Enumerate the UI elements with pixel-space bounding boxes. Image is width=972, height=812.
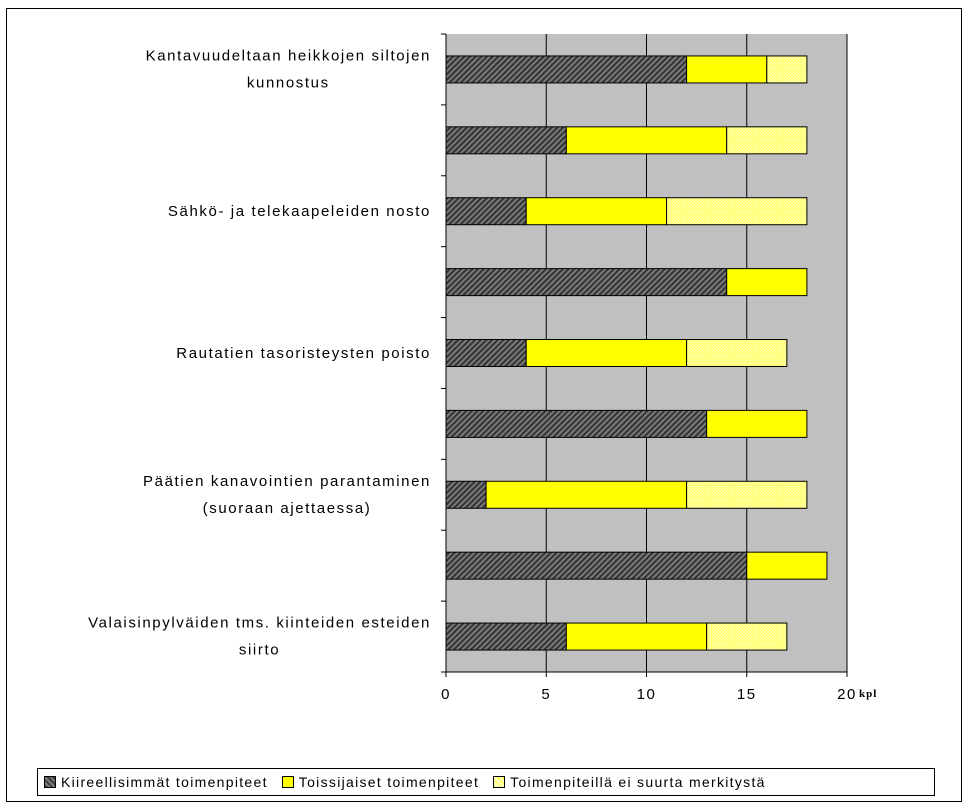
bar-secondary (746, 551, 828, 580)
bar-urgent (445, 126, 567, 155)
bar-minor (666, 197, 808, 226)
x-tick-label: 15 (737, 686, 757, 703)
bar-secondary (525, 339, 688, 367)
legend-swatch-urgent (44, 776, 56, 788)
chart: Kantavuudeltaan heikkojen siltojen kunnos… (88, 33, 877, 703)
legend-item-urgent: Kiireellisimmät toimenpiteet (44, 774, 268, 790)
legend-item-minor: Toimenpiteillä ei suurta merkitystä (493, 774, 766, 790)
bar-urgent (445, 551, 748, 580)
legend-swatch-secondary (281, 776, 294, 788)
chart-frame: Kantavuudeltaan heikkojen siltojen kunnos… (6, 8, 962, 802)
legend-label-minor: Toimenpiteillä ei suurta merkitystä (510, 774, 766, 790)
legend-swatch-minor (493, 776, 506, 788)
bar-minor (726, 126, 808, 155)
category-label: (suoraan ajettaessa) (203, 500, 372, 517)
x-tick-label: 10 (637, 686, 657, 703)
legend-label-secondary: Toissijaiset toimenpiteet (298, 774, 480, 790)
bar-secondary (726, 268, 808, 297)
bar-secondary (686, 55, 768, 84)
bar-minor (706, 622, 788, 651)
bar-urgent (445, 409, 708, 438)
bar-minor (686, 480, 808, 509)
legend-label-urgent: Kiireellisimmät toimenpiteet (61, 774, 268, 790)
bar-secondary (565, 126, 728, 155)
bar-secondary (706, 409, 808, 438)
x-tick-label: 20 (837, 686, 857, 703)
bar-urgent (445, 480, 487, 509)
bar-urgent (445, 339, 527, 367)
category-label: kunnostus (247, 74, 330, 91)
bar-minor (766, 55, 808, 84)
category-label: Sähkö- ja telekaapeleiden nosto (168, 203, 431, 220)
category-label: Kantavuudeltaan heikkojen siltojen (146, 47, 431, 64)
bar-secondary (485, 480, 688, 509)
category-label: Valaisinpylväiden tms. kiinteiden esteid… (88, 615, 431, 632)
tick-labels: 0 5 10 15 20 (441, 686, 857, 703)
legend-item-secondary: Toissijaiset toimenpiteet (281, 774, 480, 790)
x-tick-label: 5 (541, 686, 551, 703)
bars (445, 55, 828, 651)
x-axis-unit-label: kpl (859, 688, 877, 700)
bar-urgent (445, 268, 728, 297)
bar-minor (686, 339, 788, 367)
bar-urgent (445, 55, 688, 84)
category-label: Rautatien tasoristeysten poisto (176, 345, 431, 362)
category-label: Päätien kanavointien parantaminen (143, 473, 431, 490)
legend: Kiireellisimmät toimenpiteet Toissijaise… (37, 768, 935, 796)
category-labels: Kantavuudeltaan heikkojen siltojen kunnos… (88, 47, 431, 659)
axes (441, 33, 848, 677)
bar-secondary (565, 622, 708, 651)
bar-urgent (445, 197, 527, 226)
bar-urgent (445, 622, 567, 651)
category-label: siirto (239, 642, 280, 659)
x-tick-label: 0 (441, 686, 451, 703)
bar-secondary (525, 197, 668, 226)
